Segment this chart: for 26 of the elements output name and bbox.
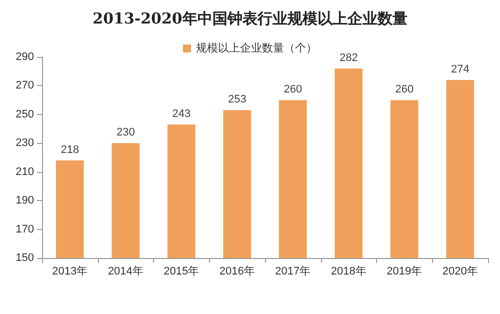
x-tick-label: 2019年 <box>386 266 422 278</box>
y-tick-label: 270 <box>16 80 34 92</box>
data-label: 282 <box>339 52 358 64</box>
data-label: 218 <box>60 144 80 156</box>
x-tick-label: 2016年 <box>219 266 255 278</box>
y-tick-label: 290 <box>16 51 34 63</box>
y-tick-label: 210 <box>16 166 34 178</box>
x-tick-label: 2014年 <box>108 266 144 278</box>
data-label: 243 <box>172 108 191 120</box>
data-label: 260 <box>284 84 302 96</box>
data-label: 274 <box>450 63 470 76</box>
data-label: 260 <box>395 84 414 96</box>
data-label: 230 <box>116 126 135 139</box>
y-tick-label: 190 <box>16 194 34 207</box>
y-tick-label: 250 <box>16 108 34 120</box>
y-tick-label: 230 <box>16 137 34 150</box>
x-tick-label: 2017年 <box>275 266 311 278</box>
data-label: 253 <box>228 94 246 106</box>
y-tick-label: 150 <box>16 252 34 264</box>
x-tick-label: 2020年 <box>442 266 478 278</box>
chart-title: 2013-2020年中国钟表行业规模以上企业数量 <box>92 10 408 28</box>
legend-label: 规模以上企业数量（个） <box>196 42 317 54</box>
y-tick-label: 170 <box>16 223 34 236</box>
x-tick-label: 2013年 <box>52 266 88 278</box>
x-tick-label: 2018年 <box>330 266 366 278</box>
x-tick-label: 2015年 <box>164 266 200 278</box>
